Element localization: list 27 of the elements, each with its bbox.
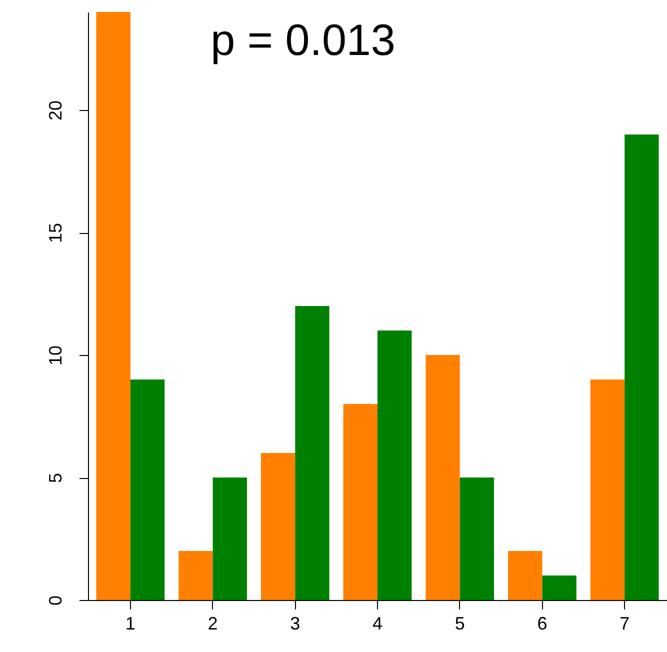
bar [295, 306, 330, 600]
y-tick-label: 0 [46, 595, 66, 606]
x-tick-label: 7 [620, 614, 630, 634]
y-tick-label: 15 [46, 222, 66, 244]
x-tick-label: 4 [372, 614, 383, 634]
bar [260, 453, 296, 600]
y-tick-label: 20 [46, 100, 66, 121]
x-tick-label: 6 [537, 614, 548, 634]
bar [542, 576, 576, 600]
annotation: p = 0.013 [210, 16, 396, 65]
bar [460, 478, 494, 600]
bar [426, 355, 460, 600]
x-tick-label: 2 [208, 614, 218, 634]
bar [343, 404, 378, 600]
y-tick-label: 10 [46, 345, 66, 366]
x-tick-label: 3 [290, 614, 300, 634]
bar [378, 330, 412, 600]
bar [624, 134, 659, 600]
bar [96, 12, 130, 600]
bar [130, 380, 165, 600]
bar [178, 551, 213, 600]
x-tick-label: 1 [125, 614, 136, 634]
bar [508, 551, 542, 600]
bar [590, 380, 625, 600]
x-tick-label: 5 [454, 614, 465, 634]
bar [212, 478, 247, 600]
y-tick-label: 5 [46, 472, 66, 484]
